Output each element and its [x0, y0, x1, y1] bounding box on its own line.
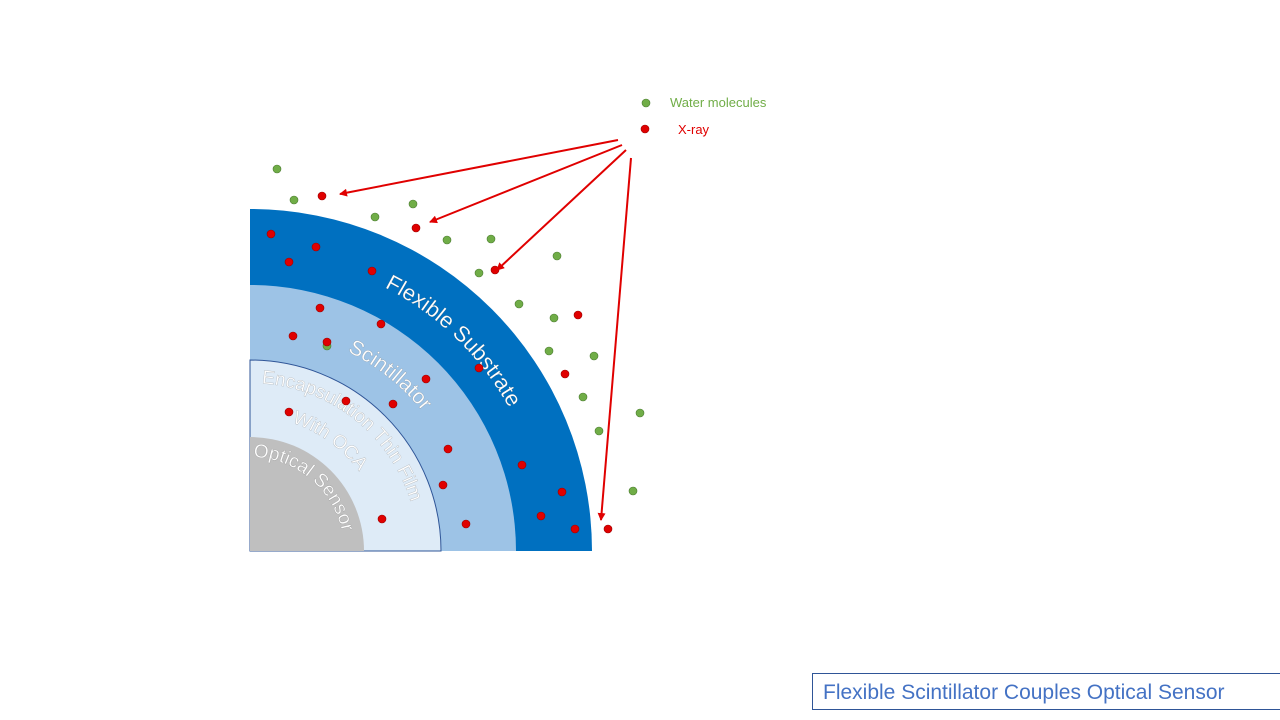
- water-molecule: [628, 486, 638, 496]
- water-molecule: [594, 426, 604, 436]
- legend-water-dot: [641, 98, 651, 108]
- xray-particle: [266, 229, 276, 239]
- xray-particle: [443, 444, 453, 454]
- optical-sensor-layer: [250, 437, 364, 551]
- xray-particle: [536, 511, 546, 521]
- water-molecule: [370, 212, 380, 222]
- water-molecule: [474, 268, 484, 278]
- water-molecule: [552, 251, 562, 261]
- water-molecule: [635, 408, 645, 418]
- water-molecule: [272, 164, 282, 174]
- title-box: Flexible Scintillator Couples Optical Se…: [812, 673, 1280, 710]
- xray-particle: [603, 524, 613, 534]
- xray-particle: [461, 519, 471, 529]
- xray-arrow: [339, 139, 619, 197]
- water-molecule: [442, 235, 452, 245]
- water-molecule: [486, 234, 496, 244]
- legend-xray-label: X-ray: [678, 122, 710, 137]
- xray-particle: [376, 319, 386, 329]
- xray-particle: [438, 480, 448, 490]
- xray-particle: [311, 242, 321, 252]
- xray-arrow: [496, 149, 627, 271]
- legend-water-label: Water molecules: [670, 95, 767, 110]
- xray-arrow: [429, 144, 623, 224]
- xray-arrow: [597, 157, 632, 521]
- xray-particle: [421, 374, 431, 384]
- xray-particle: [517, 460, 527, 470]
- xray-particle: [317, 191, 327, 201]
- xray-particle: [570, 524, 580, 534]
- xray-particle: [341, 396, 351, 406]
- xray-particle: [315, 303, 325, 313]
- xray-particle: [411, 223, 421, 233]
- title-text: Flexible Scintillator Couples Optical Se…: [823, 681, 1225, 704]
- xray-particle: [560, 369, 570, 379]
- water-molecule: [578, 392, 588, 402]
- xray-particle: [557, 487, 567, 497]
- water-molecule: [549, 313, 559, 323]
- xray-particle: [288, 331, 298, 341]
- xray-particle: [377, 514, 387, 524]
- water-molecule: [289, 195, 299, 205]
- water-molecule: [408, 199, 418, 209]
- legend-xray-dot: [640, 124, 650, 134]
- xray-particle: [474, 363, 484, 373]
- xray-particle: [388, 399, 398, 409]
- xray-particle: [322, 337, 332, 347]
- water-molecule: [544, 346, 554, 356]
- xray-particle: [284, 257, 294, 267]
- xray-particle: [284, 407, 294, 417]
- water-molecule: [589, 351, 599, 361]
- xray-particle: [573, 310, 583, 320]
- water-molecule: [514, 299, 524, 309]
- xray-particle: [367, 266, 377, 276]
